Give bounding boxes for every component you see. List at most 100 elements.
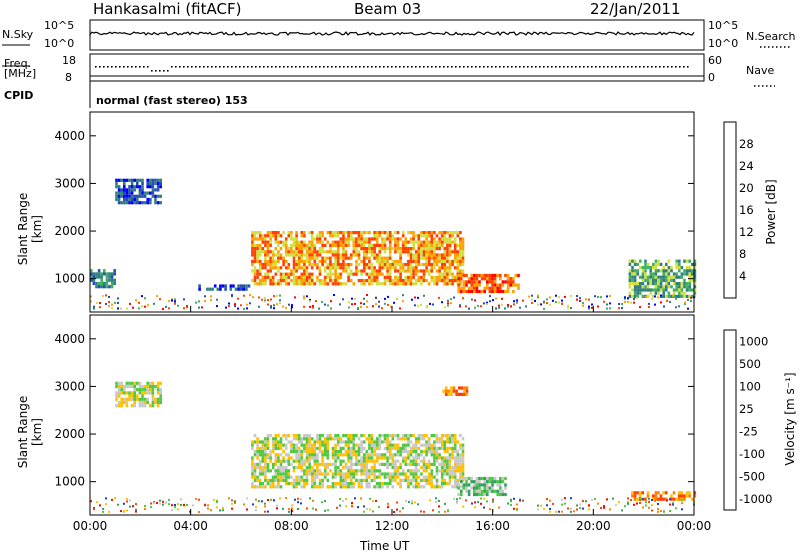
echo-cell	[323, 453, 327, 457]
echo-cell	[264, 272, 267, 276]
echo-cell	[462, 286, 466, 290]
echo-cell	[329, 243, 332, 247]
cpid-mode-text: normal (fast stereo) 153	[96, 94, 248, 107]
echo-cell	[375, 437, 379, 441]
echo-cell	[146, 384, 149, 389]
echo-cell	[375, 243, 379, 247]
freq-dot	[431, 66, 433, 68]
noise-cell	[669, 503, 671, 506]
echo-cell	[300, 240, 304, 244]
echo-cell	[316, 453, 319, 457]
echo-cell	[292, 282, 296, 286]
echo-cell	[378, 469, 382, 473]
echo-cell	[256, 466, 259, 470]
echo-cell	[274, 462, 278, 466]
echo-cell	[680, 272, 684, 276]
noise-cell	[174, 300, 176, 303]
echo-cell	[334, 456, 337, 460]
echo-cell	[316, 237, 319, 241]
echo-cell	[271, 263, 275, 267]
echo-cell	[407, 482, 410, 486]
noise-cell	[291, 507, 293, 510]
echo-cell	[456, 231, 460, 235]
noise-cell	[177, 304, 179, 307]
echo-cell	[491, 273, 494, 278]
noise-cell	[372, 500, 374, 502]
echo-cell	[453, 469, 457, 473]
echo-cell	[478, 492, 481, 497]
echo-cell	[688, 278, 691, 282]
echo-cell	[433, 475, 436, 479]
echo-cell	[420, 437, 423, 441]
echo-cell	[646, 278, 650, 282]
echo-cell	[368, 282, 371, 286]
noise-cell	[243, 294, 245, 297]
echo-cell	[300, 469, 304, 473]
power-colorbar-label: Power [dB]	[764, 179, 778, 245]
echo-cell	[115, 185, 118, 189]
nsky-label: N.Sky	[2, 28, 34, 41]
freq-dot	[543, 66, 545, 68]
echo-cell	[264, 250, 267, 254]
noise-cell	[183, 298, 185, 301]
echo-cell	[342, 247, 345, 251]
echo-cell	[123, 197, 126, 202]
echo-cell	[435, 472, 439, 476]
echo-cell	[149, 388, 152, 392]
freq-dot	[451, 66, 453, 68]
echo-cell	[266, 259, 270, 263]
noise-cell	[267, 299, 269, 302]
echo-cell	[258, 469, 262, 473]
echo-cell	[269, 275, 272, 279]
echo-cell	[422, 475, 426, 479]
noise-cell	[345, 498, 347, 501]
echo-cell	[334, 234, 337, 238]
echo-cell	[659, 275, 663, 279]
noise-cell	[237, 307, 239, 310]
echo-cell	[258, 466, 262, 470]
echo-cell	[308, 440, 311, 444]
noise-cell	[144, 297, 146, 300]
echo-cell	[517, 273, 520, 278]
echo-cell	[253, 247, 257, 251]
echo-cell	[473, 286, 476, 290]
echo-cell	[683, 278, 686, 282]
echo-cell	[313, 243, 317, 247]
echo-cell	[427, 462, 431, 466]
freq-dot	[259, 66, 261, 68]
echo-cell	[349, 234, 353, 238]
echo-cell	[383, 462, 387, 466]
echo-cell	[427, 250, 431, 254]
echo-cell	[143, 194, 147, 198]
noise-cell	[543, 301, 545, 304]
echo-cell	[256, 269, 259, 273]
colorbar-tick-label: -1000	[739, 492, 772, 506]
echo-cell	[388, 450, 392, 454]
echo-cell	[667, 278, 671, 282]
echo-cell	[274, 266, 278, 270]
noise-cell	[219, 509, 221, 512]
echo-cell	[318, 272, 322, 276]
echo-cell	[331, 272, 335, 276]
echo-cell	[652, 278, 655, 282]
noise-cell	[111, 303, 113, 306]
noise-cell	[549, 499, 551, 502]
echo-cell	[459, 256, 462, 260]
echo-cell	[443, 237, 447, 241]
echo-cell	[355, 269, 358, 273]
echo-cell	[154, 188, 157, 192]
echo-cell	[352, 482, 356, 486]
noise-cell	[519, 306, 521, 309]
echo-cell	[448, 234, 452, 238]
echo-cell	[308, 231, 311, 235]
echo-cell	[360, 472, 363, 476]
echo-cell	[480, 476, 484, 481]
echo-cell	[251, 456, 254, 460]
echo-cell	[352, 231, 356, 235]
echo-cell	[459, 469, 462, 473]
echo-cell	[404, 443, 408, 447]
echo-cell	[261, 250, 265, 254]
echo-cell	[316, 462, 319, 466]
echo-cell	[480, 492, 484, 497]
echo-cell	[352, 443, 356, 447]
